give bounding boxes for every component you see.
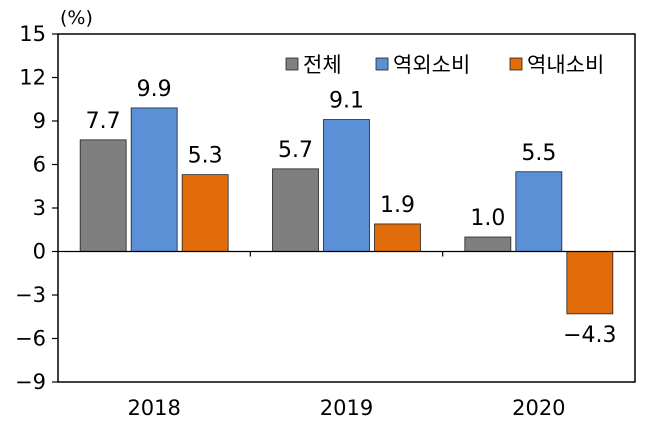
x-tick-label-2020: 2020 <box>512 396 565 420</box>
x-tick-label-2018: 2018 <box>127 396 180 420</box>
y-tick-label: 6 <box>33 153 46 177</box>
legend-label-전체: 전체 <box>303 53 342 77</box>
y-tick-label: −6 <box>15 327 46 351</box>
x-axis-ticks: 2018 2019 2020 <box>127 251 566 420</box>
data-label: 5.7 <box>278 138 313 163</box>
bar-전체-2018 <box>79 139 127 252</box>
legend-swatch-역외소비 <box>375 57 389 71</box>
bars-layer <box>79 107 614 315</box>
legend-swatch-전체 <box>285 57 299 71</box>
bar-역내소비-2020 <box>566 251 614 315</box>
x-tick-label-2019: 2019 <box>320 396 373 420</box>
bar-전체-2019 <box>272 168 319 252</box>
legend: 전체 역외소비 역내소비 <box>285 53 604 77</box>
bar-역내소비-2019 <box>374 223 421 252</box>
legend-label-역내소비: 역내소비 <box>527 53 604 77</box>
data-label: 5.5 <box>521 141 556 166</box>
bar-역외소비-2020 <box>515 171 563 252</box>
bar-역내소비-2018 <box>181 174 229 252</box>
y-axis-ticks: 15 12 9 6 3 0 −3 −6 −9 <box>15 22 58 394</box>
y-tick-label: 0 <box>33 240 46 264</box>
bar-전체-2020 <box>464 236 512 252</box>
data-label: 9.1 <box>329 89 364 114</box>
legend-label-역외소비: 역외소비 <box>393 53 470 77</box>
y-tick-label: 3 <box>33 196 46 220</box>
legend-swatch-역내소비 <box>509 57 523 71</box>
bar-역외소비-2019 <box>323 119 370 252</box>
y-tick-label: −3 <box>15 283 46 307</box>
data-label: 1.0 <box>470 206 505 231</box>
data-label: −4.3 <box>563 323 616 348</box>
y-tick-label: 15 <box>19 22 46 46</box>
data-label: 5.3 <box>188 144 223 169</box>
data-label: 1.9 <box>380 193 415 218</box>
bar-역외소비-2018 <box>130 107 178 252</box>
plot-frame <box>57 33 636 383</box>
y-tick-label: 9 <box>33 109 46 133</box>
data-labels-layer: 7.7 9.9 5.3 5.7 9.1 1.9 1.0 5.5 −4.3 <box>86 77 617 348</box>
data-label: 9.9 <box>137 77 172 102</box>
y-tick-label: −9 <box>15 370 46 394</box>
y-tick-label: 12 <box>19 66 46 90</box>
y-axis-unit-label: (%) <box>60 7 93 29</box>
data-label: 7.7 <box>86 109 121 134</box>
